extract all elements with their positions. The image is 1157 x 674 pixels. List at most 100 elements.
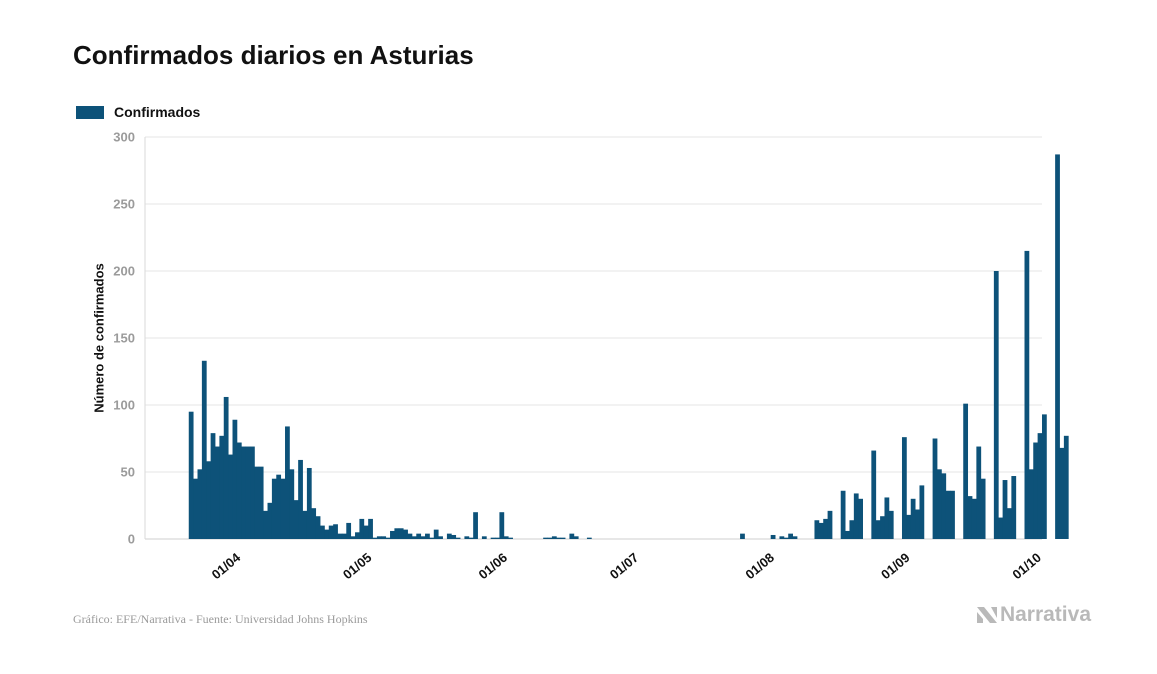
bar: [219, 435, 225, 539]
bar: [1042, 414, 1047, 539]
bar: [1033, 442, 1039, 539]
bar: [337, 533, 343, 539]
bar: [385, 537, 391, 539]
bar: [1011, 476, 1017, 539]
x-tick-label: 01/04: [209, 549, 244, 582]
bar: [254, 466, 260, 539]
bar: [232, 419, 238, 539]
bar: [403, 529, 408, 539]
bar: [320, 525, 325, 539]
bar: [1037, 433, 1043, 539]
bar: [236, 442, 242, 539]
bar: [446, 533, 452, 539]
bar: [245, 446, 251, 539]
bar: [333, 524, 338, 539]
bar: [901, 437, 907, 539]
bar: [945, 490, 951, 539]
source-note: Gráfico: EFE/Narrativa - Fuente: Univers…: [73, 612, 368, 626]
bar: [556, 537, 562, 539]
bar: [355, 532, 360, 539]
bar: [298, 459, 303, 539]
bar: [398, 528, 404, 539]
x-tick-label: 01/10: [1009, 550, 1044, 582]
narrativa-logo: Narrativa: [976, 603, 1091, 627]
bar: [551, 536, 557, 539]
bar: [998, 517, 1004, 539]
bar: [197, 469, 203, 539]
bar: [906, 514, 912, 539]
bar: [770, 534, 776, 539]
bar: [280, 478, 286, 539]
bar: [306, 467, 312, 539]
bar: [967, 496, 973, 539]
bar: [788, 533, 793, 539]
bar: [1059, 447, 1065, 539]
bar: [573, 536, 579, 539]
bar: [350, 536, 356, 539]
bar: [936, 469, 942, 539]
bar: [315, 516, 321, 539]
bar: [1024, 250, 1030, 539]
bar: [481, 536, 487, 539]
bar: [455, 537, 461, 539]
y-tick-label: 150: [113, 331, 135, 346]
bar: [411, 536, 417, 539]
grid-lines: [145, 136, 1042, 540]
bar: [1063, 435, 1069, 539]
bar: [263, 510, 268, 539]
bar: [823, 518, 828, 539]
bar: [341, 533, 347, 539]
y-tick-label: 50: [121, 465, 135, 480]
y-tick-label: 300: [113, 130, 135, 145]
bar: [438, 536, 443, 539]
bar: [858, 498, 863, 539]
bar: [569, 533, 575, 539]
bar: [853, 493, 859, 539]
bars: [188, 154, 1069, 540]
y-tick-label: 100: [113, 398, 135, 413]
bar: [468, 537, 474, 539]
bar: [311, 508, 317, 539]
bar: [880, 516, 885, 539]
bar: [950, 490, 955, 539]
bar: [250, 446, 255, 539]
legend-label: Confirmados: [114, 104, 201, 120]
x-tick-label: 01/08: [742, 550, 777, 582]
bar: [814, 520, 820, 539]
bar: [258, 466, 264, 539]
bar: [302, 510, 308, 539]
bar: [932, 438, 938, 539]
y-tick-label: 200: [113, 264, 135, 279]
bar: [372, 537, 378, 539]
bar: [919, 485, 925, 539]
bar: [368, 518, 373, 539]
bar: [941, 473, 947, 539]
x-tick-label: 01/06: [476, 550, 511, 582]
bar: [818, 522, 824, 539]
bar: [464, 536, 470, 539]
bar: [503, 536, 509, 539]
x-tick-label: 01/09: [878, 550, 913, 582]
bar: [359, 518, 365, 539]
bar: [425, 533, 430, 539]
bar: [910, 498, 916, 539]
bar: [188, 411, 194, 539]
bar: [473, 512, 478, 539]
bar: [884, 497, 890, 539]
bar: [871, 450, 877, 539]
y-tick-label: 250: [113, 197, 135, 212]
logo-text: Narrativa: [999, 603, 1091, 626]
bar: [827, 510, 833, 539]
bar: [293, 500, 299, 539]
bar: [849, 520, 855, 539]
bar: [390, 530, 395, 539]
bar: [543, 537, 548, 539]
x-tick-label: 01/05: [340, 550, 375, 582]
bar: [499, 512, 505, 539]
bar: [547, 537, 553, 539]
bar: [328, 525, 334, 539]
bar: [560, 537, 566, 539]
bar: [451, 534, 457, 539]
bar: [1002, 480, 1008, 539]
